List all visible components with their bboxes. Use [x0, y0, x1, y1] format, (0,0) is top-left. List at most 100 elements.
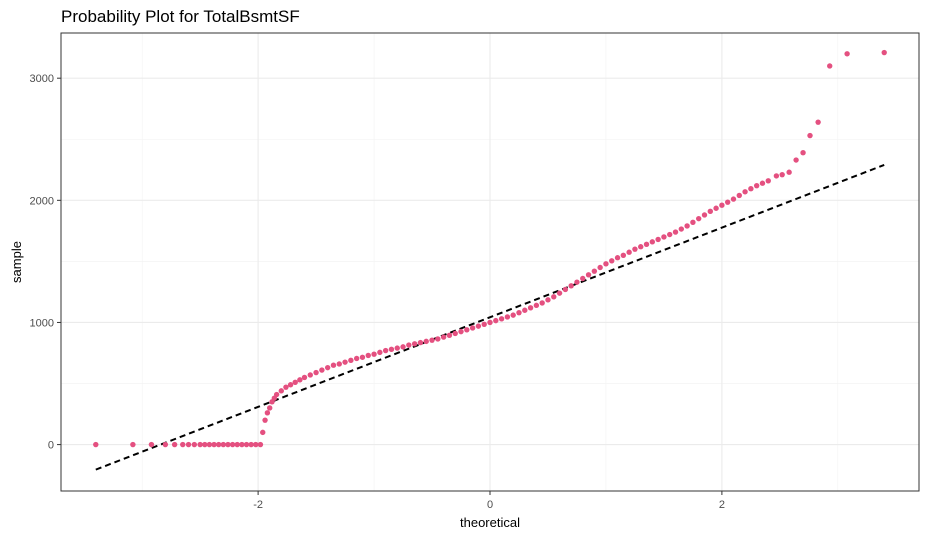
data-point: [458, 328, 464, 335]
data-point: [620, 252, 627, 258]
data-point: [197, 441, 203, 448]
data-point: [359, 354, 366, 360]
data-point: [730, 196, 737, 202]
data-point: [202, 441, 208, 448]
data-point: [736, 192, 742, 199]
data-point: [220, 441, 227, 448]
data-point: [313, 369, 319, 376]
data-point: [292, 379, 298, 386]
x-tick-label: 0: [487, 499, 493, 511]
data-point: [800, 149, 806, 156]
data-point: [807, 132, 813, 139]
data-point: [278, 388, 284, 394]
data-point: [696, 215, 702, 222]
data-point: [585, 272, 592, 278]
data-point: [394, 345, 400, 351]
data-point: [287, 382, 294, 388]
data-point: [827, 63, 833, 69]
data-point: [388, 346, 395, 353]
data-point: [580, 275, 586, 282]
data-point: [148, 441, 155, 448]
y-axis-title: sample: [9, 241, 24, 283]
data-point: [423, 338, 429, 345]
data-point: [365, 352, 371, 359]
y-tick-label: 0: [48, 440, 54, 452]
data-point: [215, 441, 222, 448]
data-point: [406, 342, 412, 348]
data-point: [336, 361, 342, 367]
data-point: [243, 441, 250, 448]
data-point: [371, 351, 377, 357]
data-point: [264, 410, 271, 416]
data-point: [765, 178, 771, 184]
data-point: [185, 441, 192, 448]
data-point: [690, 219, 696, 226]
data-point: [815, 119, 821, 125]
data-point: [191, 441, 198, 448]
data-point: [574, 279, 580, 285]
data-point: [539, 300, 545, 306]
x-axis-title: theoretical: [460, 515, 520, 530]
data-point: [614, 255, 621, 261]
data-point: [377, 349, 383, 356]
data-point: [206, 441, 213, 448]
data-point: [211, 441, 217, 448]
data-point: [748, 186, 754, 192]
data-point: [724, 199, 731, 205]
data-point: [464, 327, 470, 333]
data-point: [533, 302, 540, 309]
data-point: [545, 297, 551, 303]
data-point: [382, 347, 389, 354]
sample-points: [93, 49, 887, 448]
data-point: [267, 405, 273, 411]
data-point: [638, 244, 644, 250]
data-point: [568, 283, 574, 289]
data-point: [551, 294, 557, 300]
reference-line: [95, 163, 885, 471]
data-point: [239, 441, 245, 448]
data-point: [225, 441, 231, 448]
data-point: [626, 249, 632, 255]
x-tick-label: 2: [719, 499, 725, 511]
data-point: [632, 246, 638, 252]
data-point: [481, 321, 487, 327]
data-point: [324, 364, 331, 371]
data-point: [603, 261, 609, 267]
data-point: [844, 51, 850, 57]
data-point: [130, 441, 136, 448]
data-point: [400, 344, 406, 350]
data-point: [773, 173, 780, 179]
data-point: [342, 359, 348, 365]
data-point: [753, 182, 760, 189]
data-point: [591, 268, 598, 274]
data-point: [435, 336, 441, 342]
data-point: [779, 171, 785, 178]
data-point: [527, 305, 534, 311]
data-point: [262, 417, 268, 423]
data-point: [229, 441, 236, 448]
data-point: [411, 341, 418, 347]
data-point: [661, 234, 667, 240]
data-point: [162, 441, 169, 448]
data-point: [655, 236, 661, 243]
data-point: [713, 205, 719, 211]
data-point: [260, 429, 266, 436]
data-point: [353, 355, 360, 362]
data-point: [881, 49, 887, 56]
data-point: [348, 357, 354, 364]
data-point: [487, 319, 493, 326]
data-point: [283, 384, 289, 390]
data-point: [234, 441, 240, 448]
data-point: [684, 223, 690, 229]
data-point: [429, 337, 435, 343]
data-point: [498, 316, 505, 322]
data-point: [257, 441, 264, 448]
data-point: [556, 290, 563, 296]
data-point: [597, 264, 603, 271]
data-point: [522, 307, 528, 313]
data-point: [180, 441, 186, 448]
data-point: [440, 334, 447, 340]
data-point: [643, 241, 650, 247]
data-point: [330, 362, 337, 368]
